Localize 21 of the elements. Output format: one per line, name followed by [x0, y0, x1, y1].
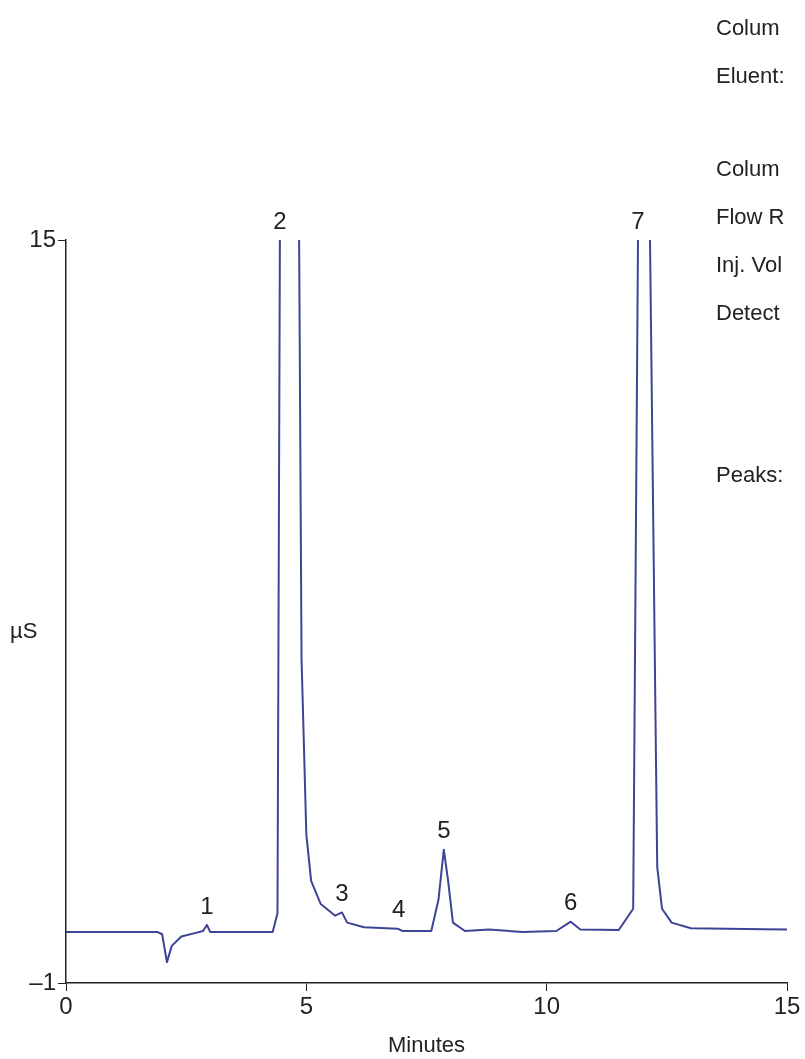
annotation: 7	[631, 206, 645, 234]
x-axis-title: Minutes	[387, 1031, 466, 1057]
x-tick-label: 5	[299, 992, 314, 1020]
text: Flow R	[716, 203, 785, 231]
text: Colum	[716, 14, 781, 42]
x-tick-label: 10	[533, 992, 561, 1020]
annotation: Inj. Vol	[716, 251, 784, 279]
text: Eluent:	[716, 62, 785, 90]
y-axis-title: µS	[10, 617, 38, 643]
annotation: Peaks:	[716, 461, 785, 489]
annotation: Detect	[716, 299, 781, 327]
annotation: 6	[564, 888, 578, 916]
y-tick-label: –1	[29, 967, 56, 995]
x-tick-label: 0	[59, 992, 73, 1020]
annotation: 2	[273, 206, 287, 234]
annotation: 3	[335, 879, 349, 907]
x-tick-label: 15	[773, 992, 801, 1020]
annotation: 4	[391, 895, 406, 923]
annotation: 5	[437, 816, 451, 844]
annotation: 1	[200, 891, 214, 919]
text: Colum	[716, 155, 781, 183]
